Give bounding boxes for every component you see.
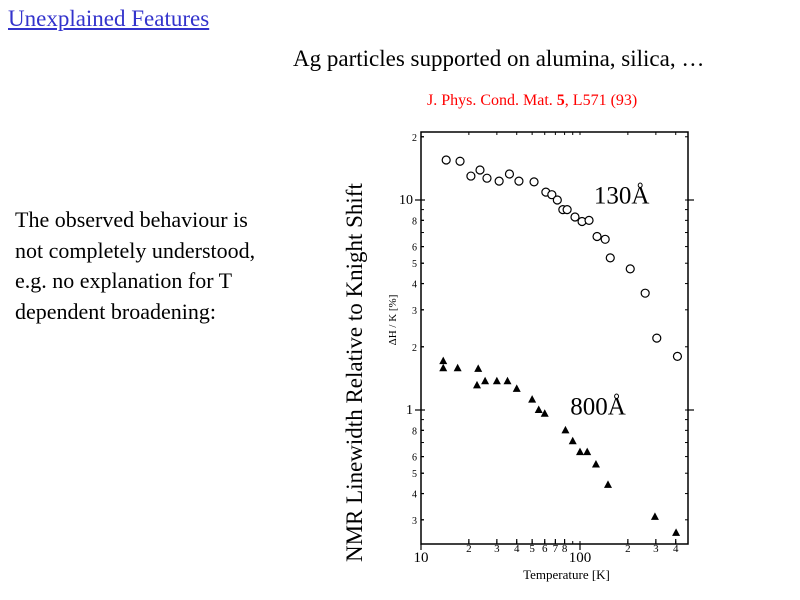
data-point-800A [650, 512, 659, 520]
data-point-130A [562, 205, 572, 215]
body-line: e.g. no explanation for T [15, 268, 233, 293]
data-point-130A [547, 190, 557, 200]
data-point-130A [482, 173, 492, 183]
data-point-130A [455, 156, 465, 166]
data-point-800A [528, 395, 537, 403]
y-tick-label: 1 [406, 403, 413, 418]
data-point-130A [514, 176, 524, 186]
y-tick-label: 3 [412, 306, 417, 317]
x-tick-label: 4 [673, 543, 679, 555]
y-tick-label: 3 [412, 516, 417, 527]
data-point-800A [603, 480, 612, 488]
x-tick-label: 4 [514, 543, 520, 555]
data-point-130A [466, 171, 476, 181]
slide-title-link[interactable]: Unexplained Features [8, 6, 210, 31]
data-point-800A [503, 376, 512, 385]
journal-reference: J. Phys. Cond. Mat. 5, L571 (93) [427, 92, 637, 110]
plot-frame [420, 131, 689, 545]
y-tick-label: 6 [412, 243, 417, 254]
data-point-130A [672, 351, 683, 361]
data-point-130A [504, 169, 515, 179]
data-point-800A [534, 405, 543, 413]
x-tick-label: 2 [625, 543, 631, 555]
body-line: dependent broadening: [15, 298, 216, 324]
data-point-800A [481, 376, 490, 385]
data-point-130A [592, 231, 602, 242]
data-point-800A [492, 376, 501, 385]
data-point-130A [494, 176, 504, 186]
reference-prefix: J. Phys. Cond. Mat. [427, 92, 557, 109]
data-point-800A [576, 447, 584, 456]
data-point-130A [552, 195, 562, 205]
y-tick-label: 10 [399, 193, 413, 208]
data-point-800A [561, 425, 570, 434]
data-point-800A [439, 356, 448, 365]
y-tick-label: 8 [412, 216, 417, 227]
body-line: not completely understood, [15, 237, 256, 263]
data-point-130A [475, 165, 485, 175]
body-line: The observed behaviour is [15, 207, 248, 232]
body-text: The observed behaviour is not completely… [15, 205, 345, 327]
y-tick-label: 8 [412, 426, 417, 437]
y-tick-label: 4 [412, 490, 417, 501]
data-point-800A [474, 364, 483, 372]
x-tick-label: 2 [466, 543, 472, 555]
y-axis-label: ΔH / K [%] [387, 295, 399, 346]
x-axis-label: Temperature [K] [523, 567, 610, 582]
data-point-130A [584, 215, 594, 225]
y-tick-label: 2 [412, 133, 417, 144]
y-tick-label: 5 [412, 259, 417, 270]
y-tick-label: 5 [412, 469, 417, 480]
series-label-800A: 800Å [570, 394, 626, 421]
data-point-130A [441, 155, 451, 165]
y-tick-label: 2 [412, 343, 417, 354]
data-point-130A [605, 253, 615, 263]
data-point-130A [640, 288, 650, 298]
x-tick-label: 10 [414, 550, 429, 566]
data-point-800A [439, 363, 448, 372]
data-point-130A [652, 333, 662, 343]
data-point-130A [570, 212, 580, 222]
data-point-130A [600, 234, 610, 244]
data-point-800A [591, 460, 600, 468]
x-tick-label: 100 [569, 550, 592, 566]
data-point-800A [472, 380, 481, 389]
reference-volume: 5 [556, 92, 565, 109]
x-tick-label: 6 [542, 543, 548, 555]
slide-subtitle: Ag particles supported on alumina, silic… [293, 46, 705, 71]
x-tick-label: 8 [562, 543, 568, 555]
data-point-800A [512, 384, 521, 392]
data-point-800A [453, 363, 462, 372]
x-tick-label: 5 [529, 543, 535, 555]
reference-suffix: , L571 (93) [564, 92, 638, 109]
y-tick-label: 6 [412, 453, 417, 464]
data-point-800A [568, 436, 577, 445]
data-point-800A [672, 528, 681, 536]
data-point-130A [529, 177, 539, 187]
data-point-800A [540, 409, 549, 417]
x-tick-label: 3 [653, 543, 659, 555]
x-tick-label: 7 [553, 543, 559, 555]
data-point-130A [625, 264, 635, 274]
y-tick-label: 4 [412, 280, 417, 291]
data-point-800A [583, 447, 592, 456]
series-label-130A: 130Å [594, 183, 650, 210]
x-tick-label: 3 [494, 543, 500, 555]
